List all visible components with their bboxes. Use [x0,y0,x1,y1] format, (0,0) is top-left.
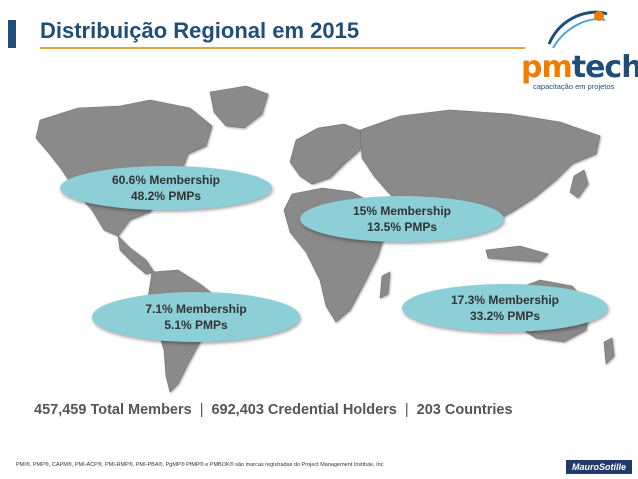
page-title: Distribuição Regional em 2015 [40,18,360,43]
region-bubble-europe-middle-east-africa: 15% Membership 13.5% PMPs [300,196,504,242]
japan-shape [569,169,589,199]
madagascar-shape [379,271,391,299]
region-membership-label: 15% Membership [352,204,452,218]
logo-tagline: capacitação em projetos [533,82,615,91]
world-map [35,85,615,393]
region-membership-label: 7.1% Membership [145,302,247,316]
credential-holders: 692,403 Credential Holders [211,402,397,418]
totals-separator: | [404,402,409,418]
pmtech-logo: pmtech capacitação em projetos [515,6,638,92]
totals-line: 457,459 Total Members | 692,403 Credential… [34,402,614,418]
region-pmps-label: 33.2% PMPs [469,309,541,323]
author-badge: MauroSotille [566,460,632,474]
region-bubble-asia-pacific: 17.3% Membership 33.2% PMPs [402,284,608,332]
title-accent-bar [8,20,16,48]
greenland-shape [209,85,269,129]
logo-pm-text: pm [521,50,573,85]
region-bubble-americas: 60.6% Membership 48.2% PMPs [60,166,272,210]
totals-separator: | [199,402,204,418]
region-pmps-label: 5.1% PMPs [164,318,228,332]
total-members: 457,459 Total Members [34,402,192,418]
region-bubble-latin-america: 7.1% Membership 5.1% PMPs [92,292,300,342]
logo-swoosh-icon [547,10,608,49]
logo-wordmark: pmtech [521,50,638,85]
region-membership-label: 17.3% Membership [450,293,560,307]
southeast-asia-islands-shape [485,245,549,263]
region-pmps-label: 13.5% PMPs [366,220,438,234]
central-america-shape [117,235,155,275]
europe-shape [289,123,365,185]
title-underline [40,47,525,49]
country-count: 203 Countries [416,402,513,418]
region-membership-label: 60.6% Membership [111,173,221,187]
logo-tech-text: tech [571,50,638,85]
region-pmps-label: 48.2% PMPs [130,189,202,203]
new-zealand-shape [603,337,615,365]
trademark-footer: PMI®, PMP®, CAPM®, PMI-ACP®, PMI-RMP®, P… [16,462,384,468]
